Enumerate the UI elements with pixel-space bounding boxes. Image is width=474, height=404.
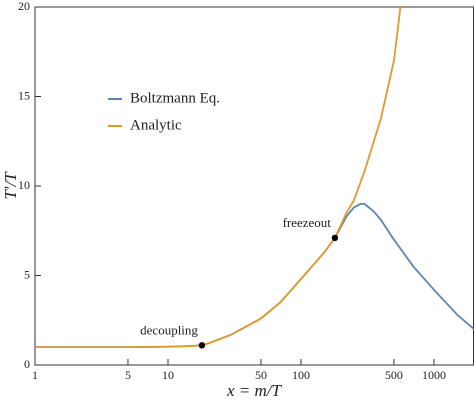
y-tick-label: 5	[24, 267, 30, 281]
x-tick-label: 500	[385, 368, 403, 382]
x-tick-label: 1	[32, 368, 38, 382]
y-axis-label: T′/T	[1, 171, 20, 200]
x-tick-label: 50	[255, 368, 267, 382]
annotation-label: decoupling	[140, 322, 198, 337]
x-tick-label: 100	[292, 368, 310, 382]
series-line	[35, 7, 402, 349]
series-line	[35, 202, 474, 349]
y-tick-label: 0	[24, 357, 30, 371]
plot-frame	[34, 6, 474, 366]
annotation-label: freezeout	[283, 215, 332, 230]
y-tick-label: 15	[18, 88, 30, 102]
y-tick-label: 20	[18, 0, 30, 13]
annotation-point	[331, 234, 339, 242]
x-tick-label: 5	[125, 368, 131, 382]
x-tick-label: 10	[162, 368, 174, 382]
legend-label: Analytic	[130, 117, 182, 133]
legend-label: Boltzmann Eq.	[130, 90, 220, 106]
x-axis-label: x = m/T	[226, 381, 283, 400]
x-tick-label: 1000	[422, 368, 446, 382]
y-tick-label: 10	[18, 178, 30, 192]
annotation-point	[198, 342, 206, 349]
